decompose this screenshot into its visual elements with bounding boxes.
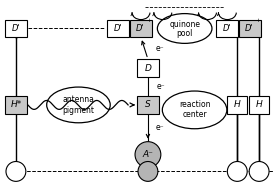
Text: S: S: [145, 100, 151, 109]
Circle shape: [135, 142, 161, 167]
Bar: [5, 96, 27, 114]
Circle shape: [138, 162, 158, 181]
Text: pool: pool: [177, 29, 193, 38]
Text: D': D': [114, 24, 122, 33]
Text: e⁻: e⁻: [156, 123, 165, 132]
Text: H: H: [256, 100, 263, 109]
Text: e⁻: e⁻: [157, 82, 165, 91]
Text: antenna: antenna: [62, 95, 94, 105]
Text: H: H: [234, 100, 241, 109]
Bar: [5, 19, 27, 37]
Bar: [137, 96, 159, 114]
Text: reaction: reaction: [179, 100, 210, 109]
Text: e⁻: e⁻: [156, 44, 165, 53]
Text: pigment: pigment: [62, 106, 95, 115]
Text: center: center: [182, 110, 207, 119]
Text: D': D': [11, 24, 20, 33]
Ellipse shape: [157, 14, 212, 43]
Ellipse shape: [162, 91, 227, 129]
Circle shape: [227, 162, 247, 181]
Text: H*: H*: [10, 100, 21, 109]
Text: quinone: quinone: [169, 20, 200, 29]
Text: D': D': [223, 24, 232, 33]
Bar: [249, 96, 269, 114]
Text: +: +: [146, 18, 151, 23]
Ellipse shape: [47, 87, 110, 123]
Circle shape: [6, 162, 26, 181]
Text: D: D: [145, 64, 151, 73]
Bar: [137, 59, 159, 77]
Bar: [227, 96, 247, 114]
Text: D': D': [136, 24, 144, 33]
Bar: [107, 19, 129, 37]
Text: +: +: [256, 18, 261, 23]
Bar: [239, 19, 261, 37]
Bar: [130, 19, 152, 37]
Bar: [217, 19, 238, 37]
Text: D': D': [245, 24, 254, 33]
Circle shape: [249, 162, 269, 181]
Text: A⁻: A⁻: [143, 150, 153, 159]
